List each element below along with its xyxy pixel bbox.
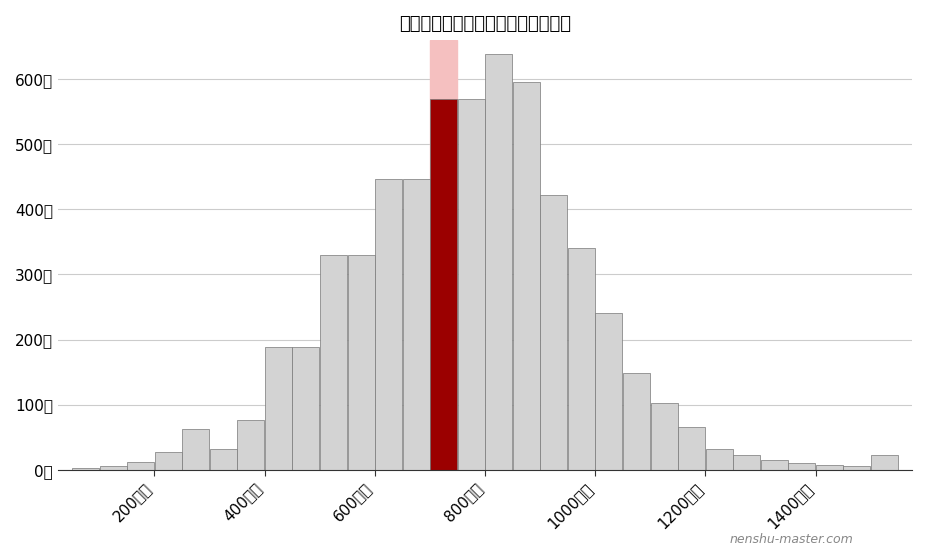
Bar bbox=[651, 403, 678, 470]
Bar bbox=[320, 255, 347, 470]
Bar bbox=[155, 452, 182, 470]
Bar bbox=[568, 248, 595, 470]
Bar bbox=[485, 55, 513, 470]
Bar bbox=[623, 373, 650, 470]
Bar bbox=[679, 427, 705, 470]
Bar bbox=[183, 429, 210, 470]
Bar bbox=[430, 40, 457, 470]
Bar bbox=[513, 82, 540, 470]
Bar bbox=[375, 179, 402, 470]
Bar bbox=[237, 419, 264, 470]
Bar bbox=[127, 462, 154, 470]
Bar bbox=[540, 195, 567, 470]
Bar bbox=[733, 456, 760, 470]
Bar bbox=[871, 456, 898, 470]
Title: エア・ウォーターの年収ポジション: エア・ウォーターの年収ポジション bbox=[399, 15, 571, 33]
Bar bbox=[72, 468, 99, 470]
Bar bbox=[595, 314, 622, 470]
Bar bbox=[402, 179, 429, 470]
Bar bbox=[788, 463, 816, 470]
Bar bbox=[292, 348, 320, 470]
Bar bbox=[816, 465, 843, 470]
Bar bbox=[705, 449, 732, 470]
Bar bbox=[761, 460, 788, 470]
Bar bbox=[430, 99, 457, 470]
Bar bbox=[348, 255, 375, 470]
Bar bbox=[265, 348, 292, 470]
Bar bbox=[99, 466, 127, 470]
Text: nenshu-master.com: nenshu-master.com bbox=[730, 533, 853, 546]
Bar bbox=[458, 99, 485, 470]
Bar bbox=[210, 449, 236, 470]
Bar bbox=[844, 466, 870, 470]
